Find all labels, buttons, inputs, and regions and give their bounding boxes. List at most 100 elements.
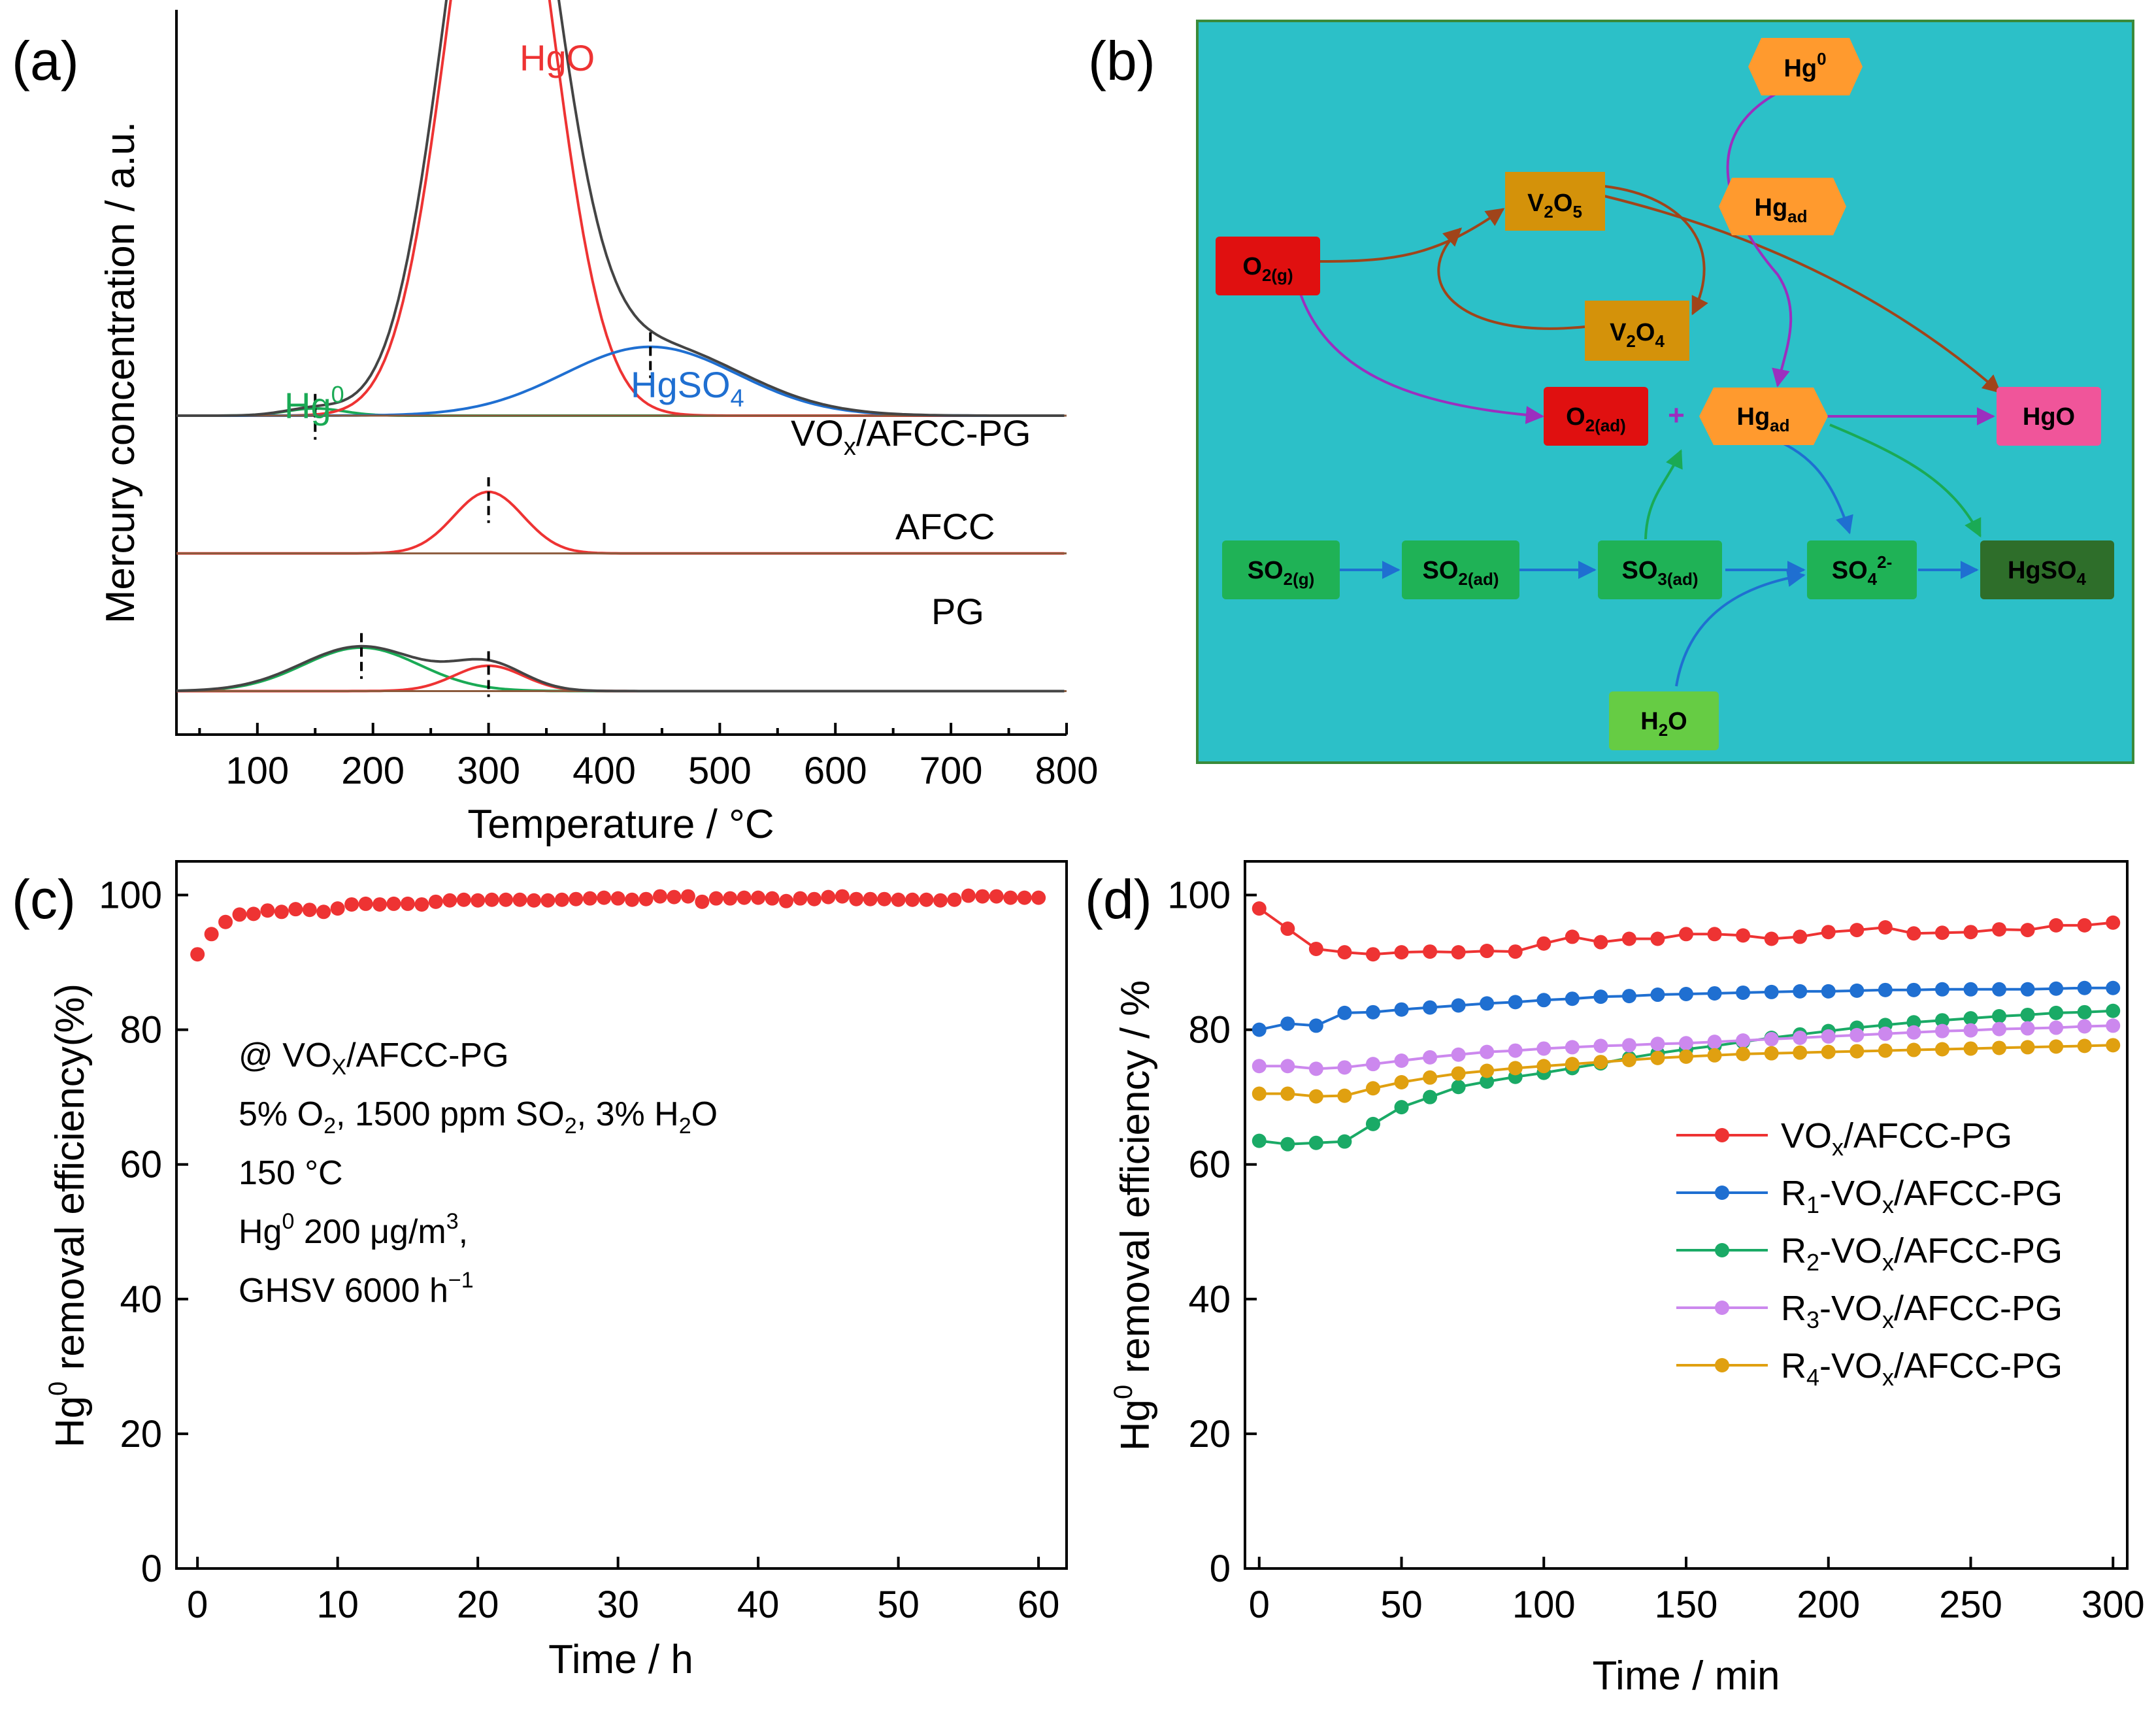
peak-label-hgo: HgO (520, 37, 595, 78)
chart-d-series-point-1 (1963, 982, 1978, 997)
node-hgso4-shape (1980, 540, 2114, 599)
node-v2o5-shape (1505, 172, 1605, 231)
chart-c-point (442, 893, 457, 908)
chart-a-axes (175, 10, 1067, 736)
chart-d-series-point-3 (1365, 1057, 1380, 1072)
node-hg0-shape (1748, 38, 1863, 95)
chart-c-point (358, 896, 373, 911)
chart-c-point (947, 892, 962, 907)
chart-d-series-point-3 (1621, 1038, 1636, 1053)
chart-d-series-point-1 (1565, 991, 1580, 1006)
arrow-v2o5-to-v2o4 (1604, 185, 1708, 316)
chart-d-series-point-3 (1394, 1054, 1409, 1069)
chart-c-point (554, 892, 569, 907)
chart-d-series-point-2 (1906, 1015, 1921, 1030)
chart-d-series-point-0 (1764, 931, 1779, 946)
node-hgad-shape (1699, 388, 1828, 445)
chart-d-series-point-0 (1906, 926, 1921, 941)
chart-c-ticks: 0 10 20 30 40 50 60 0 20 40 60 80 100 (99, 874, 1059, 1626)
chart-d-series-point-0 (1337, 945, 1352, 960)
chart-d-x-tick-label: 300 (2081, 1584, 2145, 1626)
chart-d-series-point-4 (1280, 1086, 1295, 1101)
chart-c-point (863, 891, 878, 906)
chart-d-series-point-3 (1679, 1036, 1693, 1051)
chart-d-series-point-0 (1992, 922, 2007, 937)
chart-d-frame (1244, 860, 2129, 1570)
chart-d-series-point-0 (1451, 945, 1466, 960)
diagram-arrows (1299, 84, 2002, 687)
peak-curve-0-1 (176, 0, 1065, 417)
chart-d-series-point-1 (1593, 989, 1608, 1004)
chart-d-series-point-3 (1707, 1035, 1722, 1050)
chart-c-point (751, 890, 766, 905)
legend-label-4: R4-VOx/AFCC-PG (1781, 1346, 2063, 1391)
chart-d-series-point-4 (1365, 1081, 1380, 1096)
note-line-5: GHSV 6000 h−1 (239, 1268, 474, 1310)
note-line-1: @ VOX/AFCC-PG (239, 1037, 509, 1080)
trace-label-vox-afcc-pg: VOx/AFCC-PG (791, 412, 1031, 461)
chart-d-x-axis-label: Time / min (1592, 1653, 1780, 1699)
chart-c-point (765, 891, 780, 906)
chart-d-series-point-2 (1308, 1135, 1323, 1150)
note-line-2: 5% O2, 1500 ppm SO2, 3% H2O (239, 1095, 718, 1138)
chart-d-series-point-1 (1707, 986, 1722, 1001)
chart-d-series-point-2 (1423, 1089, 1438, 1104)
chart-d-y-tick-label: 100 (1167, 874, 1231, 917)
chart-c-point (218, 914, 233, 929)
chart-d-series-point-4 (1906, 1042, 1921, 1057)
node-hg0-text: Hg0 (1783, 49, 1826, 82)
chart-d-x-tick-label: 200 (1797, 1584, 1860, 1626)
chart-c-points (190, 888, 1046, 962)
chart-d-series-point-0 (1878, 920, 1893, 935)
chart-d-y-tick-label: 60 (1188, 1144, 1231, 1186)
chart-c-x-tick-label: 50 (877, 1584, 920, 1626)
chart-d-series-point-4 (1508, 1061, 1523, 1076)
chart-d-series-point-0 (1821, 925, 1836, 940)
chart-c-point (274, 904, 289, 920)
node-so2ad: SO2(ad) (1402, 540, 1519, 599)
chart-c-y-tick-label: 0 (141, 1548, 162, 1590)
chart-c-point (821, 889, 836, 904)
chart-c-point (1017, 890, 1032, 905)
node-hgo-shape (1997, 387, 2101, 446)
chart-d-series-point-0 (1650, 931, 1665, 946)
chart-c-point (456, 892, 471, 907)
chart-c-point (414, 897, 429, 912)
chart-d-series-point-2 (2077, 1004, 2092, 1020)
chart-d-x-tick-label: 0 (1249, 1584, 1270, 1626)
chart-d-series-point-1 (1536, 993, 1551, 1008)
chart-d-series-point-1 (2049, 981, 2064, 996)
chart-d-series-point-1 (1365, 1004, 1380, 1020)
chart-c-y-tick-label: 80 (120, 1009, 162, 1052)
legend-label-0: VOx/AFCC-PG (1781, 1116, 2012, 1161)
chart-d-series-point-1 (1906, 982, 1921, 997)
chart-d-series-point-3 (1906, 1025, 1921, 1040)
chart-c-point (695, 894, 710, 909)
chart-d-series-point-4 (1821, 1044, 1836, 1059)
chart-c-point (1003, 890, 1018, 905)
chart-d-series-point-3 (1536, 1041, 1551, 1056)
chart-c-point (190, 947, 205, 962)
chart-c-point (905, 892, 920, 907)
chart-d-series-point-3 (1280, 1059, 1295, 1074)
chart-d-series-point-0 (2106, 915, 2121, 930)
chart-c-point (737, 890, 752, 905)
chart-d-x-tick-label: 150 (1655, 1584, 1718, 1626)
chart-a-x-tick-label: 600 (804, 750, 867, 792)
chart-d-series-point-2 (1252, 1133, 1267, 1148)
chart-a-x-tick-label: 200 (341, 750, 405, 792)
chart-d-series-point-3 (1252, 1059, 1267, 1074)
panel-label-d: (d) (1085, 869, 1152, 930)
node-o2ad-text: O2(ad) (1566, 403, 1626, 435)
chart-d-series-point-3 (1821, 1029, 1836, 1044)
chart-d-series-point-4 (1650, 1050, 1665, 1065)
chart-c-point (386, 896, 401, 911)
legend-label-1: R1-VOx/AFCC-PG (1781, 1174, 2063, 1218)
chart-d-series-point-4 (1252, 1086, 1267, 1101)
node-so2g-shape (1222, 540, 1340, 599)
chart-d-series-point-4 (1621, 1052, 1636, 1067)
chart-d-series-point-4 (1308, 1089, 1323, 1104)
chart-c-point (582, 891, 597, 906)
node-so4-shape (1807, 540, 1917, 599)
chart-d-series-point-0 (2077, 918, 2092, 933)
